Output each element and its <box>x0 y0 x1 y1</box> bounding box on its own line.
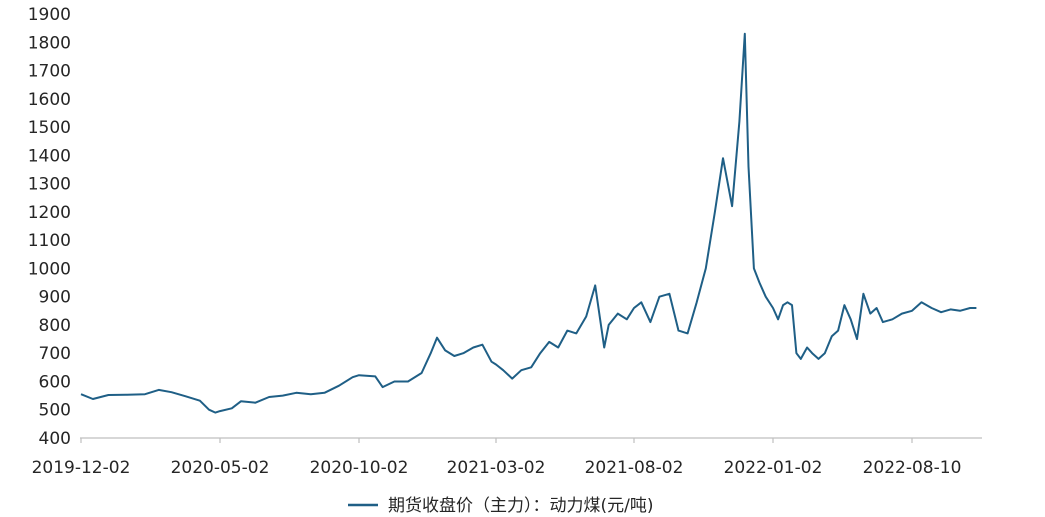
x-tick-label: 2020-10-02 <box>310 458 409 478</box>
y-tick-label: 400 <box>39 429 71 449</box>
x-tick-label: 2022-08-10 <box>863 458 962 478</box>
y-tick-label: 1200 <box>28 203 71 223</box>
y-tick-label: 1100 <box>28 231 71 251</box>
y-axis: 400 500 600 700 800 900 1000 1100 1200 1300 1400 15… <box>28 5 71 449</box>
x-tick-label: 2020-05-02 <box>171 458 270 478</box>
legend-label: 期货收盘价（主力）：动力煤(元/吨) <box>388 496 654 516</box>
legend: 期货收盘价（主力）：动力煤(元/吨) <box>348 496 654 516</box>
y-tick-label: 800 <box>39 316 71 336</box>
x-tick-label: 2022-01-02 <box>724 458 823 478</box>
y-tick-label: 1000 <box>28 259 71 279</box>
y-tick-label: 1700 <box>28 62 71 82</box>
y-tick-label: 1400 <box>28 146 71 166</box>
y-tick-label: 1600 <box>28 90 71 110</box>
y-tick-label: 900 <box>39 288 71 308</box>
x-tick-label: 2019-12-02 <box>32 458 131 478</box>
x-tick-label: 2021-08-02 <box>585 458 684 478</box>
y-tick-label: 1900 <box>28 5 71 25</box>
series-line <box>80 32 977 414</box>
y-tick-label: 500 <box>39 401 71 421</box>
y-tick-label: 700 <box>39 344 71 364</box>
x-tick-label: 2021-03-02 <box>447 458 546 478</box>
x-axis: 2019-12-02 2020-05-02 2020-10-02 2021-03-02… <box>32 438 962 478</box>
y-tick-label: 600 <box>39 372 71 392</box>
y-tick-label: 1300 <box>28 175 71 195</box>
y-tick-label: 1500 <box>28 118 71 138</box>
y-tick-label: 1800 <box>28 33 71 53</box>
